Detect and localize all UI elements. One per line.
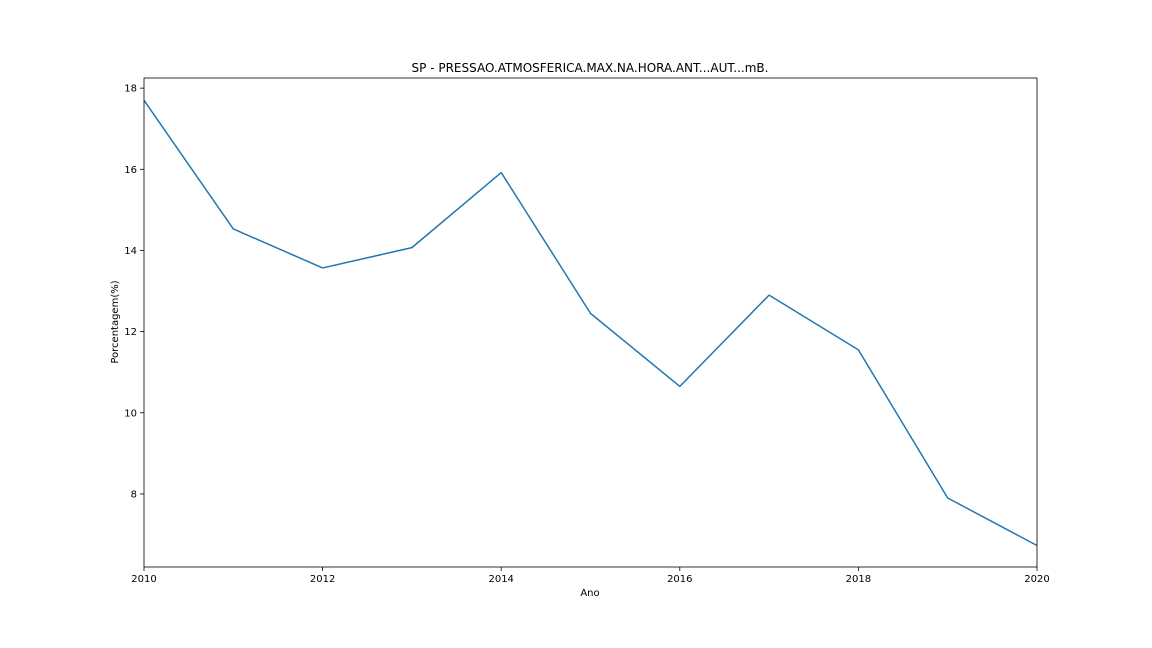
y-tick-label: 16 bbox=[124, 165, 137, 176]
plot-frame bbox=[143, 77, 1038, 568]
chart-title: SP - PRESSAO.ATMOSFERICA.MAX.NA.HORA.ANT… bbox=[412, 61, 769, 75]
y-tick-label: 12 bbox=[124, 327, 137, 338]
x-tick-label: 2010 bbox=[131, 574, 156, 585]
y-tick-label: 10 bbox=[124, 408, 137, 419]
series-line bbox=[143, 99, 1038, 547]
x-tick-label: 2016 bbox=[667, 574, 692, 585]
x-axis-label: Ano bbox=[580, 588, 599, 599]
x-tick-label: 2012 bbox=[310, 574, 335, 585]
x-tick-label: 2020 bbox=[1024, 574, 1049, 585]
y-tick-label: 8 bbox=[131, 489, 137, 500]
y-tick-label: 18 bbox=[124, 84, 137, 95]
x-tick-label: 2014 bbox=[488, 574, 513, 585]
y-tick-label: 14 bbox=[124, 246, 137, 257]
x-tick-label: 2018 bbox=[846, 574, 871, 585]
y-axis-label: Porcentagem(%) bbox=[110, 280, 121, 363]
